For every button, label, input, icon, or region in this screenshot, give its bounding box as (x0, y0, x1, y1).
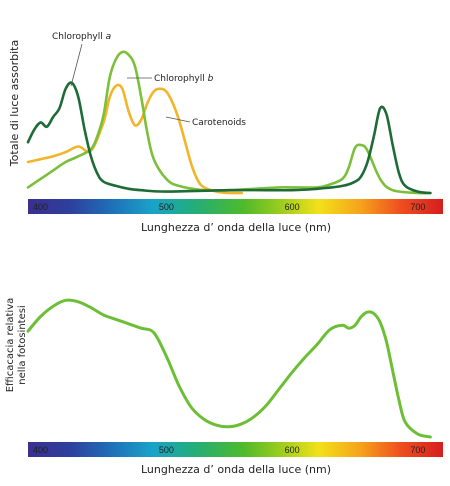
series-line-carotenoids (26, 83, 244, 195)
x-tick-label: 500 (159, 202, 174, 212)
spectrum-bar (28, 199, 443, 214)
x-tick-label: 700 (410, 202, 425, 212)
series-line-chlorophyll-a (26, 81, 432, 195)
action-spectrum-chart: Efficacacia relativa nella fotosintesi 4… (5, 298, 443, 476)
x-tick-label: 700 (410, 445, 425, 455)
x-tick-labels: 400 500 600 700 (33, 445, 425, 455)
x-tick-labels: 400 500 600 700 (33, 202, 425, 212)
spectrum-bar (28, 442, 443, 457)
action-spectrum-plot-area (26, 298, 432, 439)
series-label-chlorophyll-b: Chlorophyll b (154, 74, 214, 84)
x-tick-label: 400 (33, 445, 48, 455)
annotation-leader-line (70, 43, 83, 87)
series-annotations: Chlorophyll a Chlorophyll b Carotenoids (52, 32, 246, 128)
absorption-plot-area (26, 50, 432, 195)
series-label-chlorophyll-a: Chlorophyll a (52, 32, 111, 42)
x-axis-title: Lunghezza d’ onda della luce (nm) (141, 463, 331, 476)
x-tick-label: 400 (33, 202, 48, 212)
series-line-chlorophyll-b (26, 50, 432, 195)
series-label-carotenoids: Carotenoids (192, 118, 246, 128)
x-axis-title: Lunghezza d’ onda della luce (nm) (141, 221, 331, 234)
annotation-leader-line (165, 116, 191, 123)
y-axis-title-line-1: Efficacacia relativa (5, 298, 16, 393)
y-axis-title-line-2: nella fotosintesi (17, 305, 28, 384)
absorption-chart: Totale di luce assorbita 400 500 600 700 Lu… (8, 32, 443, 234)
y-axis-title: Totale di luce assorbita (8, 40, 21, 167)
x-tick-label: 600 (285, 202, 300, 212)
x-tick-label: 500 (159, 445, 174, 455)
series-line-photosynthesis-efficiency (26, 298, 432, 439)
x-tick-label: 600 (285, 445, 300, 455)
